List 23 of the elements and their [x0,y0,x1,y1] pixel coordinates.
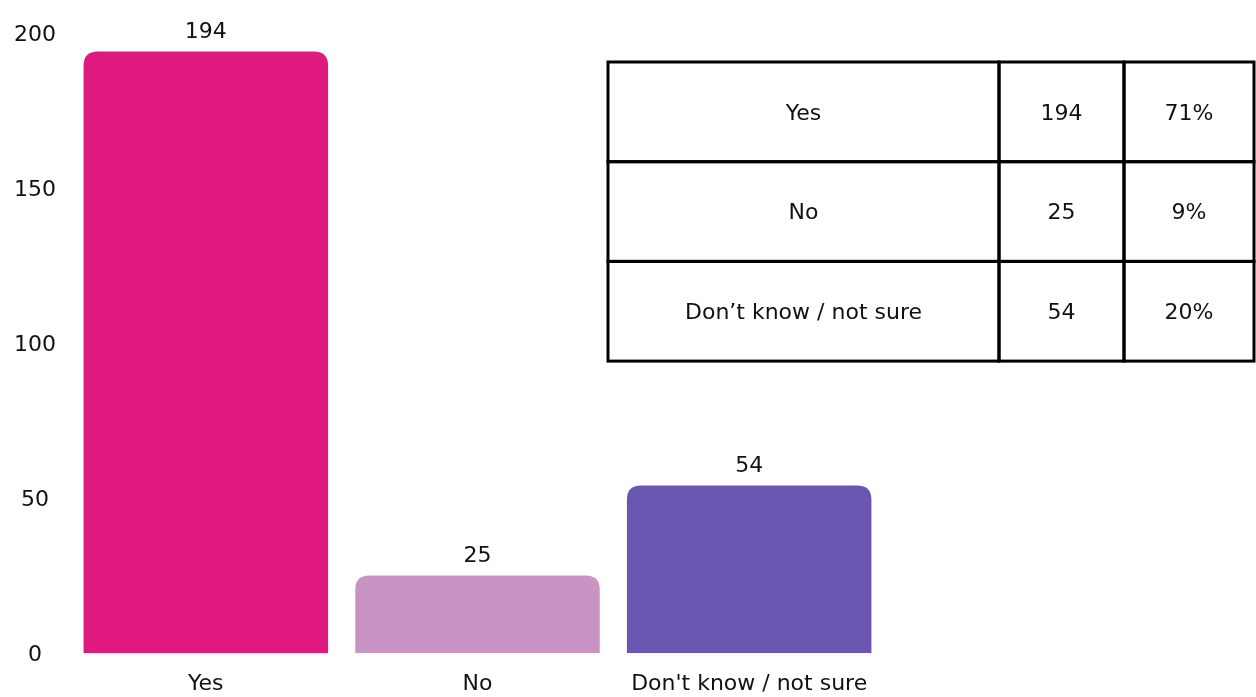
text: 194 [1040,99,1083,125]
annotation: Don’t know / not sure [684,299,923,325]
y-tick-label: 200 [14,20,56,46]
data-label: 25 [463,541,492,567]
text: 71% [1164,99,1214,125]
data-label: 194 [184,17,227,43]
y-tick-label: 100 [14,330,56,356]
bar [83,51,329,653]
annotation: Yes [784,99,822,125]
text: 25 [1047,199,1076,225]
bar [626,485,872,653]
text: 9% [1171,199,1207,225]
annotation: No [788,199,819,225]
text: 20% [1164,299,1214,325]
bar [355,575,600,653]
x-tick-label: No [462,669,493,695]
y-tick-label: 50 [21,485,49,511]
y-tick-label: 150 [14,175,56,201]
data-label: 54 [735,451,764,477]
text: 54 [1047,299,1076,325]
x-tick-label: Yes [187,669,224,695]
y-tick-label: 0 [28,640,42,666]
x-tick-label: Don't know / not sure [631,669,868,695]
